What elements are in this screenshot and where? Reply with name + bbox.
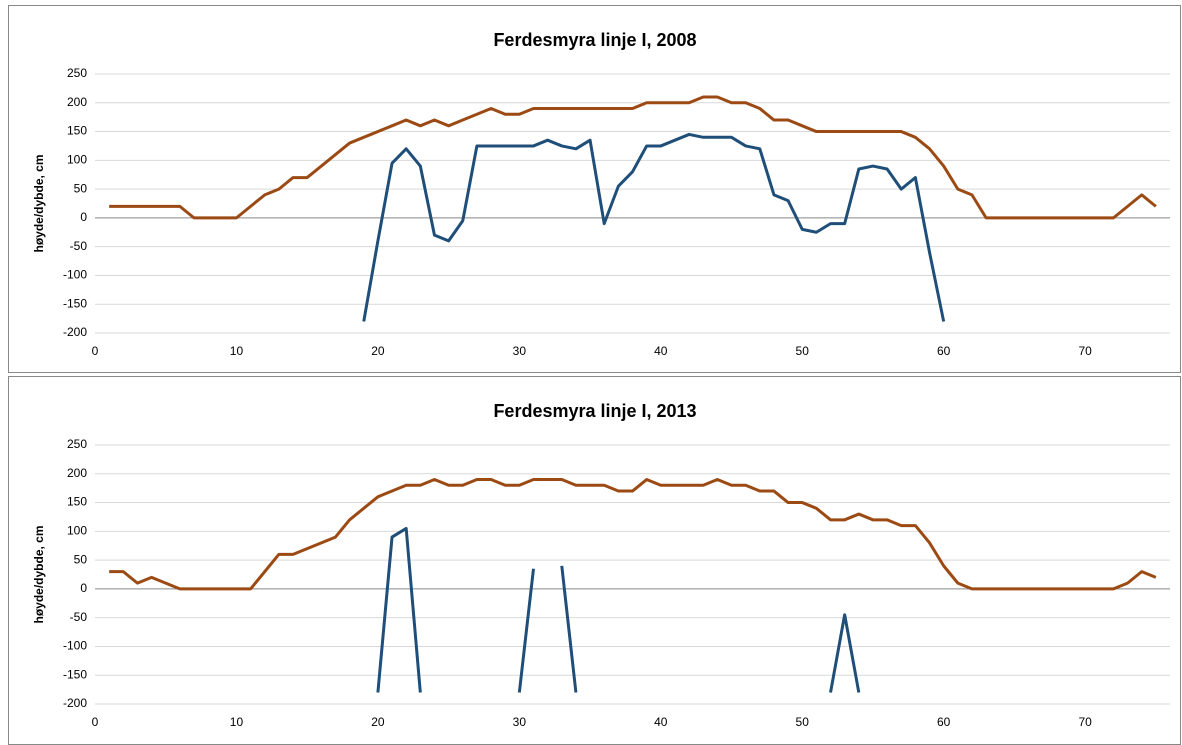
series-line <box>362 132 946 322</box>
y-tick-label: 100 <box>67 153 87 167</box>
x-tick-label: 60 <box>937 344 951 358</box>
chart: Ferdesmyra linje I, 2013 høyde/dybde, cm -… <box>8 376 1181 745</box>
x-tick-label: 30 <box>513 344 527 358</box>
y-tick-label: -100 <box>63 268 87 282</box>
y-tick-label: -200 <box>63 325 87 339</box>
x-tick-label: 60 <box>937 715 951 729</box>
x-tick-label: 20 <box>371 715 385 729</box>
y-tick-label: 200 <box>67 466 87 480</box>
x-tick-label: 30 <box>513 715 527 729</box>
y-tick-label: 150 <box>67 124 87 138</box>
x-tick-label: 40 <box>654 344 668 358</box>
y-tick-label: 50 <box>74 552 88 566</box>
y-tick-label: -150 <box>63 667 87 681</box>
x-tick-label: 20 <box>371 344 385 358</box>
y-tick-label: 250 <box>67 437 87 451</box>
x-tick-label: 0 <box>92 344 99 358</box>
x-tick-label: 10 <box>230 715 244 729</box>
y-tick-label: 50 <box>74 181 88 195</box>
chart-title: Ferdesmyra linje I, 2013 <box>493 401 696 421</box>
series-line <box>109 95 1157 220</box>
y-tick-label: 150 <box>67 495 87 509</box>
series-line <box>376 526 861 693</box>
y-tick-label: 200 <box>67 95 87 109</box>
x-tick-label: 50 <box>796 715 810 729</box>
y-axis-label: høyde/dybde, cm <box>32 154 46 252</box>
series-line <box>109 478 1157 591</box>
x-tick-label: 50 <box>796 344 810 358</box>
y-tick-label: 250 <box>67 66 87 80</box>
y-tick-label: -200 <box>63 696 87 710</box>
x-tick-label: 70 <box>1078 344 1092 358</box>
y-tick-label: -50 <box>70 239 88 253</box>
y-tick-label: 0 <box>80 581 87 595</box>
chart-title: Ferdesmyra linje I, 2008 <box>493 30 696 50</box>
x-tick-label: 10 <box>230 344 244 358</box>
y-tick-label: 0 <box>80 210 87 224</box>
y-tick-label: 100 <box>67 524 87 538</box>
y-axis-label: høyde/dybde, cm <box>32 525 46 623</box>
x-tick-label: 70 <box>1078 715 1092 729</box>
chart: Ferdesmyra linje I, 2008 høyde/dybde, cm -… <box>8 5 1181 373</box>
y-tick-label: -50 <box>70 610 88 624</box>
y-tick-label: -100 <box>63 639 87 653</box>
y-tick-label: -150 <box>63 296 87 310</box>
x-tick-label: 40 <box>654 715 668 729</box>
x-tick-label: 0 <box>92 715 99 729</box>
